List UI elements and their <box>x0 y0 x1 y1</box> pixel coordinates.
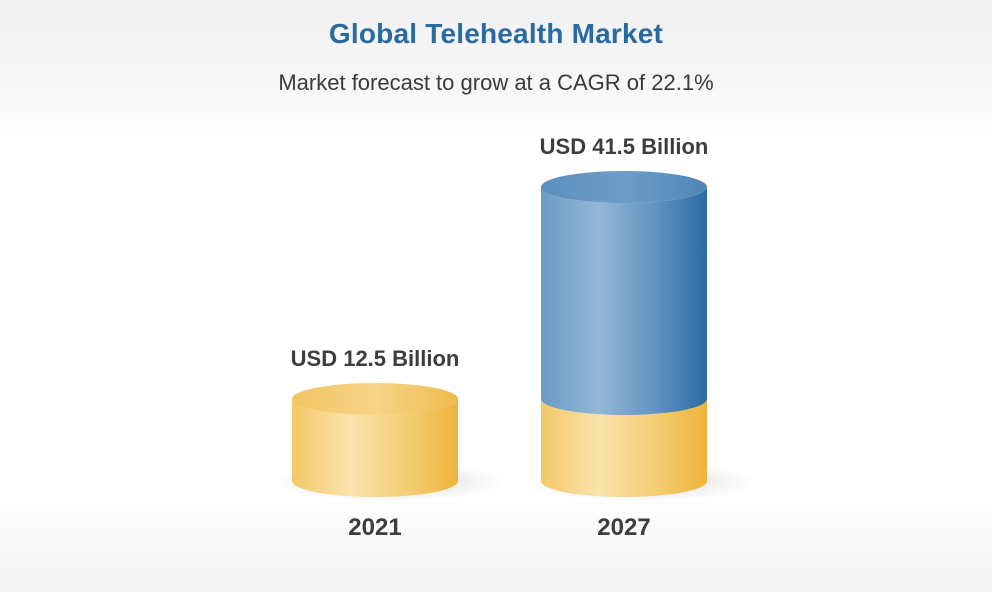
value-label-2021: USD 12.5 Billion <box>291 346 460 371</box>
bar-growth-segment-2027 <box>541 187 707 415</box>
value-label-2027: USD 41.5 Billion <box>540 134 709 159</box>
bar-top-2027 <box>541 171 707 203</box>
category-label-2027: 2027 <box>597 514 650 541</box>
chart-title: Global Telehealth Market <box>328 18 664 49</box>
chart-subtitle: Market forecast to grow at a CAGR of 22.… <box>278 70 714 95</box>
bar-group-2027: USD 41.5 Billion 2027 <box>525 134 755 541</box>
bar-base-segment-2027 <box>541 399 707 497</box>
bar-body-2021 <box>292 399 458 497</box>
bar-group-2021: USD 12.5 Billion 2021 <box>275 346 505 541</box>
category-label-2021: 2021 <box>348 514 401 541</box>
bar-top-2021 <box>292 383 458 415</box>
